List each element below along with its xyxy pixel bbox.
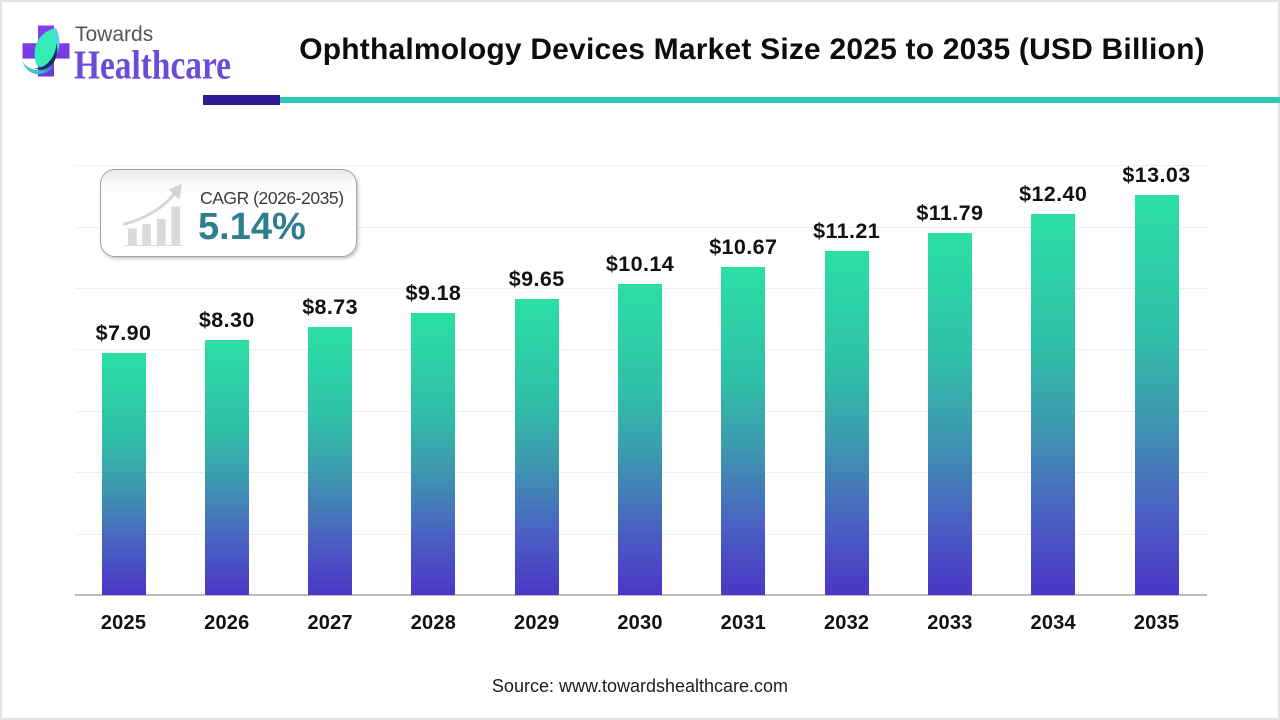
- svg-text:Towards: Towards: [75, 23, 153, 46]
- svg-text:Healthcare: Healthcare: [74, 42, 231, 88]
